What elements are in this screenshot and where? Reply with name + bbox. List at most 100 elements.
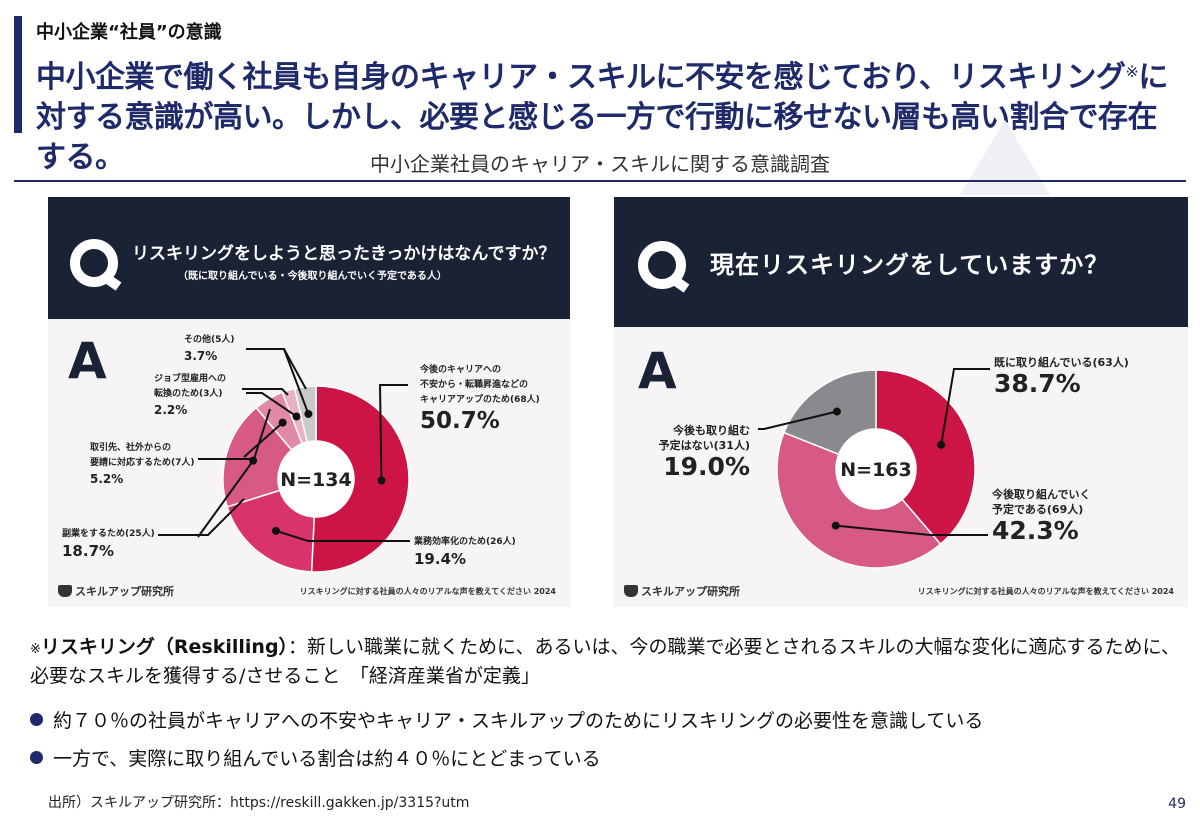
leader-dot — [937, 440, 946, 449]
a-mark: A — [638, 342, 677, 400]
donut-center-label: N=163 — [840, 459, 911, 481]
slice-value: 19.0% — [663, 452, 750, 481]
leader-line — [242, 388, 289, 396]
brand-logo: スキルアップ研究所 — [624, 583, 740, 599]
leader-dot — [377, 476, 386, 485]
leader-line — [378, 384, 408, 481]
section-title: 中小企業社員のキャリア・スキルに関する意識調査 — [370, 152, 830, 176]
section-divider — [14, 180, 1186, 182]
left-question-text: リスキリングをしようと思ったきっかけはなんですか？ — [132, 244, 556, 264]
slice-label-line: その他(5人) — [184, 335, 235, 345]
slice-label-line: 不安から・転職昇進などの — [420, 380, 529, 390]
q-icon — [70, 239, 118, 287]
slice-label-line: 予定である(69人) — [992, 503, 1084, 516]
source-citation: 出所）スキルアップ研究所：https://reskill.gakken.jp/3… — [48, 795, 470, 811]
leader-line — [197, 460, 254, 538]
right-label-already: 既に取り組んでいる(63人) 38.7% — [994, 355, 1129, 398]
slice-label-line: ジョブ型雇用への — [154, 374, 227, 384]
right-donut-chart: N=163 — [758, 368, 990, 569]
slice-value: 5.2% — [90, 472, 124, 486]
reskilling-definition: ※リスキリング（Reskilling）：新しい職業に就くために、あるいは、今の職… — [30, 634, 1180, 690]
slice-label-line: 業務効率化のため(26人) — [414, 537, 516, 547]
left-label-other: その他(5人) 3.7% — [184, 333, 235, 364]
headline-part2: に対する意識が高い。しかし、必要と感じる一方で行動に移せない層も高い割合で存在す… — [36, 60, 1168, 175]
leader-dot — [831, 521, 840, 530]
page-number: 49 — [1168, 796, 1186, 812]
leader-dot — [304, 409, 313, 418]
leader-dot — [271, 526, 280, 535]
brand-logo: スキルアップ研究所 — [58, 583, 174, 599]
slice-value: 50.7% — [420, 408, 500, 434]
right-label-planned: 今後取り組んでいく 予定である(69人) 42.3% — [992, 487, 1091, 545]
graduation-cap-icon — [58, 585, 72, 597]
slice-label-line: 取引先、社外からの — [90, 443, 172, 453]
left-label-client-request: 取引先、社外からの 要請に対応するため(7人) 5.2% — [90, 441, 195, 487]
bullet-text: 約７０％の社員がキャリアへの不安やキャリア・スキルアップのためにリスキリングの必… — [53, 710, 984, 732]
leader-dot — [292, 412, 301, 421]
slice-value: 19.4% — [414, 550, 467, 568]
left-label-career: 今後のキャリアへの 不安から・転職昇進などの キャリアアップのため(68人) 5… — [420, 363, 540, 434]
bullet-text: 一方で、実際に取り組んでいる割合は約４０％にとどまっている — [53, 748, 601, 770]
slice-value: 3.7% — [184, 349, 218, 363]
leader-line — [158, 498, 245, 536]
slice-label-line: 要請に対応するため(7人) — [90, 458, 195, 468]
bullet-item: 約７０％の社員がキャリアへの不安やキャリア・スキルアップのためにリスキリングの必… — [30, 706, 983, 733]
headline-part1: 中小企業で働く社員も自身のキャリア・スキルに不安を感じており、リスキリング — [36, 60, 1126, 95]
slice-label-line: 既に取り組んでいる(63人) — [994, 356, 1129, 369]
brand-name: スキルアップ研究所 — [75, 585, 174, 598]
slice-label-line: 副業をするため(25人) — [62, 529, 155, 539]
chart-source: リスキリングに対する社員の人々のリアルな声を教えてください 2024 — [299, 587, 556, 596]
slice-label-line: 今後のキャリアへの — [420, 365, 502, 375]
leader-line — [246, 348, 307, 390]
slice-label-line: 今後も取り組む — [673, 424, 750, 437]
leader-dot — [249, 456, 258, 465]
graduation-cap-icon — [624, 585, 638, 597]
bullet-dot-icon — [30, 751, 43, 764]
left-label-job-type: ジョブ型雇用への 転換のため(3人) 2.2% — [154, 372, 226, 418]
left-question-subtext: （既に取り組んでいる・今後取り組んでいく予定である人） — [178, 271, 447, 282]
note-term: リスキリング（Reskilling） — [40, 636, 289, 658]
q-icon — [638, 241, 686, 289]
bullet-item: 一方で、実際に取り組んでいる割合は約４０％にとどまっている — [30, 744, 601, 771]
kicker-title: 中小企業“社員”の意識 — [36, 22, 222, 43]
leader-line — [246, 392, 298, 418]
leader-line — [758, 410, 838, 430]
slice-label-line: 今後取り組んでいく — [992, 488, 1091, 501]
accent-bar — [14, 16, 22, 133]
right-question-header: 現在リスキリングをしていますか？ — [614, 197, 1188, 327]
slice-label-line: 転換のため(3人) — [154, 389, 223, 399]
decorative-triangle — [960, 120, 1050, 195]
note-mark: ※ — [30, 642, 41, 657]
left-survey-panel: リスキリングをしようと思ったきっかけはなんですか？ （既に取り組んでいる・今後取… — [48, 197, 570, 607]
headline-note-mark: ※ — [1125, 62, 1139, 81]
brand-name: スキルアップ研究所 — [641, 585, 740, 598]
slice-value: 38.7% — [994, 369, 1081, 398]
a-mark: A — [68, 332, 107, 390]
leader-dot — [832, 407, 841, 416]
slice-label-line: キャリアアップのため(68人) — [420, 395, 540, 405]
left-label-side-job: 副業をするため(25人) 18.7% — [62, 527, 155, 559]
left-question-header: リスキリングをしようと思ったきっかけはなんですか？ （既に取り組んでいる・今後取… — [48, 197, 570, 319]
left-label-efficiency: 業務効率化のため(26人) 19.4% — [414, 535, 516, 567]
headline: 中小企業で働く社員も自身のキャリア・スキルに不安を感じており、リスキリング※に対… — [36, 52, 1186, 178]
leader-line — [198, 408, 271, 460]
donut-hole — [278, 441, 354, 517]
left-donut-chart: N=134 — [158, 348, 410, 573]
slice-value: 2.2% — [154, 403, 188, 417]
bullet-dot-icon — [30, 713, 43, 726]
leader-line — [835, 524, 988, 536]
slice-value: 18.7% — [62, 542, 115, 560]
chart-source: リスキリングに対する社員の人々のリアルな声を教えてください 2024 — [917, 587, 1174, 596]
leader-line — [275, 529, 410, 542]
leader-dot — [278, 418, 287, 427]
donut-center-label: N=134 — [280, 469, 351, 491]
right-label-no-plan: 今後も取り組む 予定はない(31人) 19.0% — [630, 423, 750, 481]
donut-hole — [836, 429, 916, 509]
slice-value: 42.3% — [992, 516, 1079, 545]
slice-label-line: 予定はない(31人) — [658, 439, 750, 452]
right-survey-panel: 現在リスキリングをしていますか？ A N=163 既に取り組んでいる(63人) … — [614, 197, 1188, 607]
leader-line — [940, 368, 990, 446]
leader-line — [243, 421, 284, 458]
right-question-text: 現在リスキリングをしていますか？ — [710, 251, 1110, 279]
note-definition: ：新しい職業に就くために、あるいは、今の職業で必要とされるスキルの大幅な変化に適… — [30, 636, 1180, 687]
